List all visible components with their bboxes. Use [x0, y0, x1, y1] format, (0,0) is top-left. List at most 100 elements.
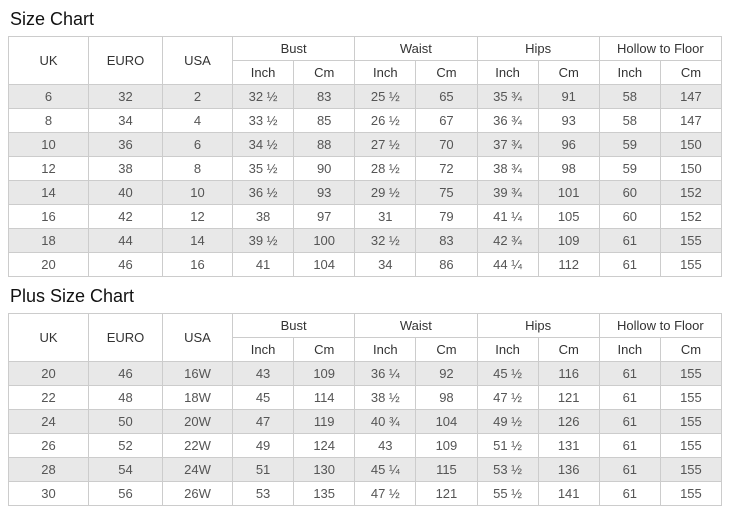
table-cell: 104 [415, 409, 478, 434]
table-cell: 10 [8, 132, 89, 157]
table-cell: 155 [659, 409, 723, 434]
unit-header: Cm [537, 60, 600, 85]
table-cell: 24 [8, 409, 89, 434]
table-cell: 50 [88, 409, 163, 434]
table-cell: 4 [162, 108, 233, 133]
size-chart-table: UK EURO USA Bust Waist Hips Hollow to Floor Inc… [8, 36, 723, 277]
column-header: Bust [231, 36, 356, 61]
table-cell: 20 [8, 252, 89, 277]
table-cell: 47 ½ [354, 481, 417, 506]
table-cell: 26 ½ [354, 108, 417, 133]
table-cell: 48 [88, 385, 163, 410]
table-cell: 61 [598, 433, 661, 458]
table-cell: 16 [8, 204, 89, 229]
table-cell: 36 [88, 132, 163, 157]
table-cell: 36 ¼ [354, 361, 417, 386]
table-cell: 112 [537, 252, 600, 277]
table-cell: 61 [598, 252, 661, 277]
unit-header: Inch [354, 337, 417, 362]
table-cell: 32 [88, 84, 163, 109]
table-row: 12 38 8 35 ½ 90 28 ½ 72 38 ¾ 98 59 150 [8, 156, 723, 181]
table-cell: 60 [598, 180, 661, 205]
table-cell: 58 [598, 84, 661, 109]
table-row: 14 40 10 36 ½ 93 29 ½ 75 39 ¾ 101 60 152 [8, 180, 723, 205]
unit-header: Cm [415, 337, 478, 362]
unit-header: Inch [231, 337, 295, 362]
unit-header: Inch [354, 60, 417, 85]
table-cell: 44 [88, 228, 163, 253]
table-cell: 93 [537, 108, 600, 133]
table-cell: 28 [8, 457, 89, 482]
table-cell: 96 [537, 132, 600, 157]
table-cell: 147 [659, 84, 723, 109]
table-cell: 43 [231, 361, 295, 386]
table-cell: 104 [293, 252, 356, 277]
table-row: 22 48 18W 45 114 38 ½ 98 47 ½ 121 61 155 [8, 385, 723, 410]
table-row: 20 46 16W 43 109 36 ¼ 92 45 ½ 116 61 155 [8, 361, 723, 386]
table-cell: 43 [354, 433, 417, 458]
table-cell: 79 [415, 204, 478, 229]
table-cell: 29 ½ [354, 180, 417, 205]
table-cell: 35 ¾ [476, 84, 539, 109]
table-cell: 32 ½ [231, 84, 295, 109]
table-cell: 40 [88, 180, 163, 205]
unit-header: Cm [659, 60, 723, 85]
table-row: 16 42 12 38 97 31 79 41 ¼ 105 60 152 [8, 204, 723, 229]
table-cell: 105 [537, 204, 600, 229]
table-cell: 8 [162, 156, 233, 181]
table-cell: 52 [88, 433, 163, 458]
table-cell: 155 [659, 228, 723, 253]
table-cell: 114 [293, 385, 356, 410]
table-cell: 141 [537, 481, 600, 506]
table-cell: 60 [598, 204, 661, 229]
table-row: 20 46 16 41 104 34 86 44 ¼ 112 61 155 [8, 252, 723, 277]
table-cell: 45 ¼ [354, 457, 417, 482]
column-header: UK [8, 313, 89, 362]
table-cell: 37 ¾ [476, 132, 539, 157]
table-cell: 38 ¾ [476, 156, 539, 181]
table-cell: 115 [415, 457, 478, 482]
table-cell: 49 ½ [476, 409, 539, 434]
table-cell: 92 [415, 361, 478, 386]
table-row: 18 44 14 39 ½ 100 32 ½ 83 42 ¾ 109 61 155 [8, 228, 723, 253]
table-cell: 98 [415, 385, 478, 410]
table-cell: 126 [537, 409, 600, 434]
table-cell: 155 [659, 361, 723, 386]
table-cell: 36 ¾ [476, 108, 539, 133]
table-cell: 53 ½ [476, 457, 539, 482]
column-header: Hips [476, 36, 600, 61]
table-cell: 119 [293, 409, 356, 434]
table-cell: 30 [8, 481, 89, 506]
header-unit-row: Inch Cm Inch Cm Inch Cm Inch Cm [9, 337, 723, 362]
table-cell: 26 [8, 433, 89, 458]
table-cell: 41 ¼ [476, 204, 539, 229]
table-cell: 152 [659, 180, 723, 205]
table-cell: 46 [88, 252, 163, 277]
column-header: USA [162, 313, 233, 362]
table-cell: 40 ¾ [354, 409, 417, 434]
table-cell: 155 [659, 481, 723, 506]
column-header: Bust [231, 313, 356, 338]
table-cell: 131 [537, 433, 600, 458]
table-cell: 35 ½ [231, 156, 295, 181]
unit-header: Inch [476, 337, 539, 362]
column-header: UK [8, 36, 89, 85]
table-cell: 90 [293, 156, 356, 181]
unit-header: Inch [231, 60, 295, 85]
table-row: 28 54 24W 51 130 45 ¼ 115 53 ½ 136 61 155 [8, 457, 723, 482]
table-cell: 155 [659, 385, 723, 410]
size-chart-section: Size Chart UK EURO USA Bust Waist Hips Hollow … [8, 9, 723, 277]
unit-header: Cm [659, 337, 723, 362]
table-cell: 155 [659, 457, 723, 482]
table-cell: 97 [293, 204, 356, 229]
table-cell: 6 [162, 132, 233, 157]
table-cell: 32 ½ [354, 228, 417, 253]
table-cell: 25 ½ [354, 84, 417, 109]
table-cell: 18W [162, 385, 233, 410]
table-cell: 12 [8, 156, 89, 181]
header-group-row: UK EURO USA Bust Waist Hips Hollow to Floor [8, 36, 723, 85]
table-cell: 85 [293, 108, 356, 133]
table-cell: 72 [415, 156, 478, 181]
table-cell: 86 [415, 252, 478, 277]
table-cell: 34 [354, 252, 417, 277]
